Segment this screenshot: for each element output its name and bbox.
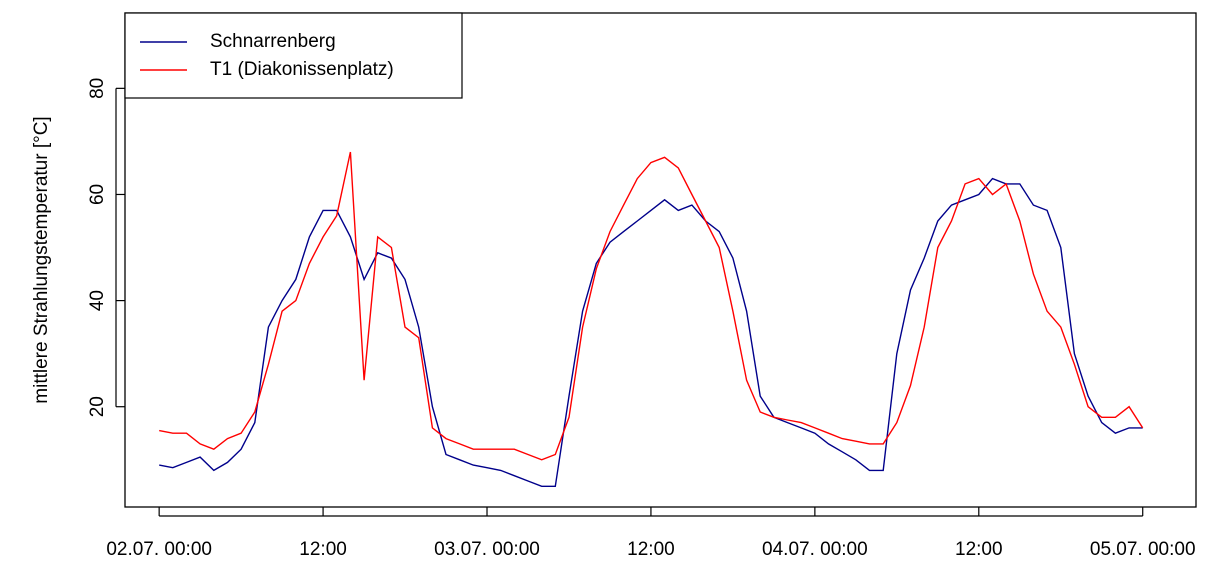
x-tick-label: 12:00 xyxy=(955,539,1003,560)
legend-box xyxy=(124,12,463,99)
x-tick-label: 12:00 xyxy=(299,539,347,560)
series-line xyxy=(159,151,1144,461)
y-tick-label: 40 xyxy=(87,290,108,311)
y-tick-label: 80 xyxy=(87,78,108,99)
x-tick-label: 05.07. 00:00 xyxy=(1090,539,1196,560)
y-tick-label: 20 xyxy=(87,396,108,417)
legend-label: T1 (Diakonissenplatz) xyxy=(210,59,394,80)
legend-label: Schnarrenberg xyxy=(210,31,336,52)
x-tick-label: 04.07. 00:00 xyxy=(762,539,868,560)
x-tick-label: 02.07. 00:00 xyxy=(106,539,212,560)
x-tick-label: 03.07. 00:00 xyxy=(434,539,540,560)
y-axis-label: mittlere Strahlungstemperatur [°C] xyxy=(31,116,52,403)
plot-frame xyxy=(124,12,1197,508)
y-tick-label: 60 xyxy=(87,184,108,205)
series-line xyxy=(159,177,1143,487)
x-tick-label: 12:00 xyxy=(627,539,675,560)
